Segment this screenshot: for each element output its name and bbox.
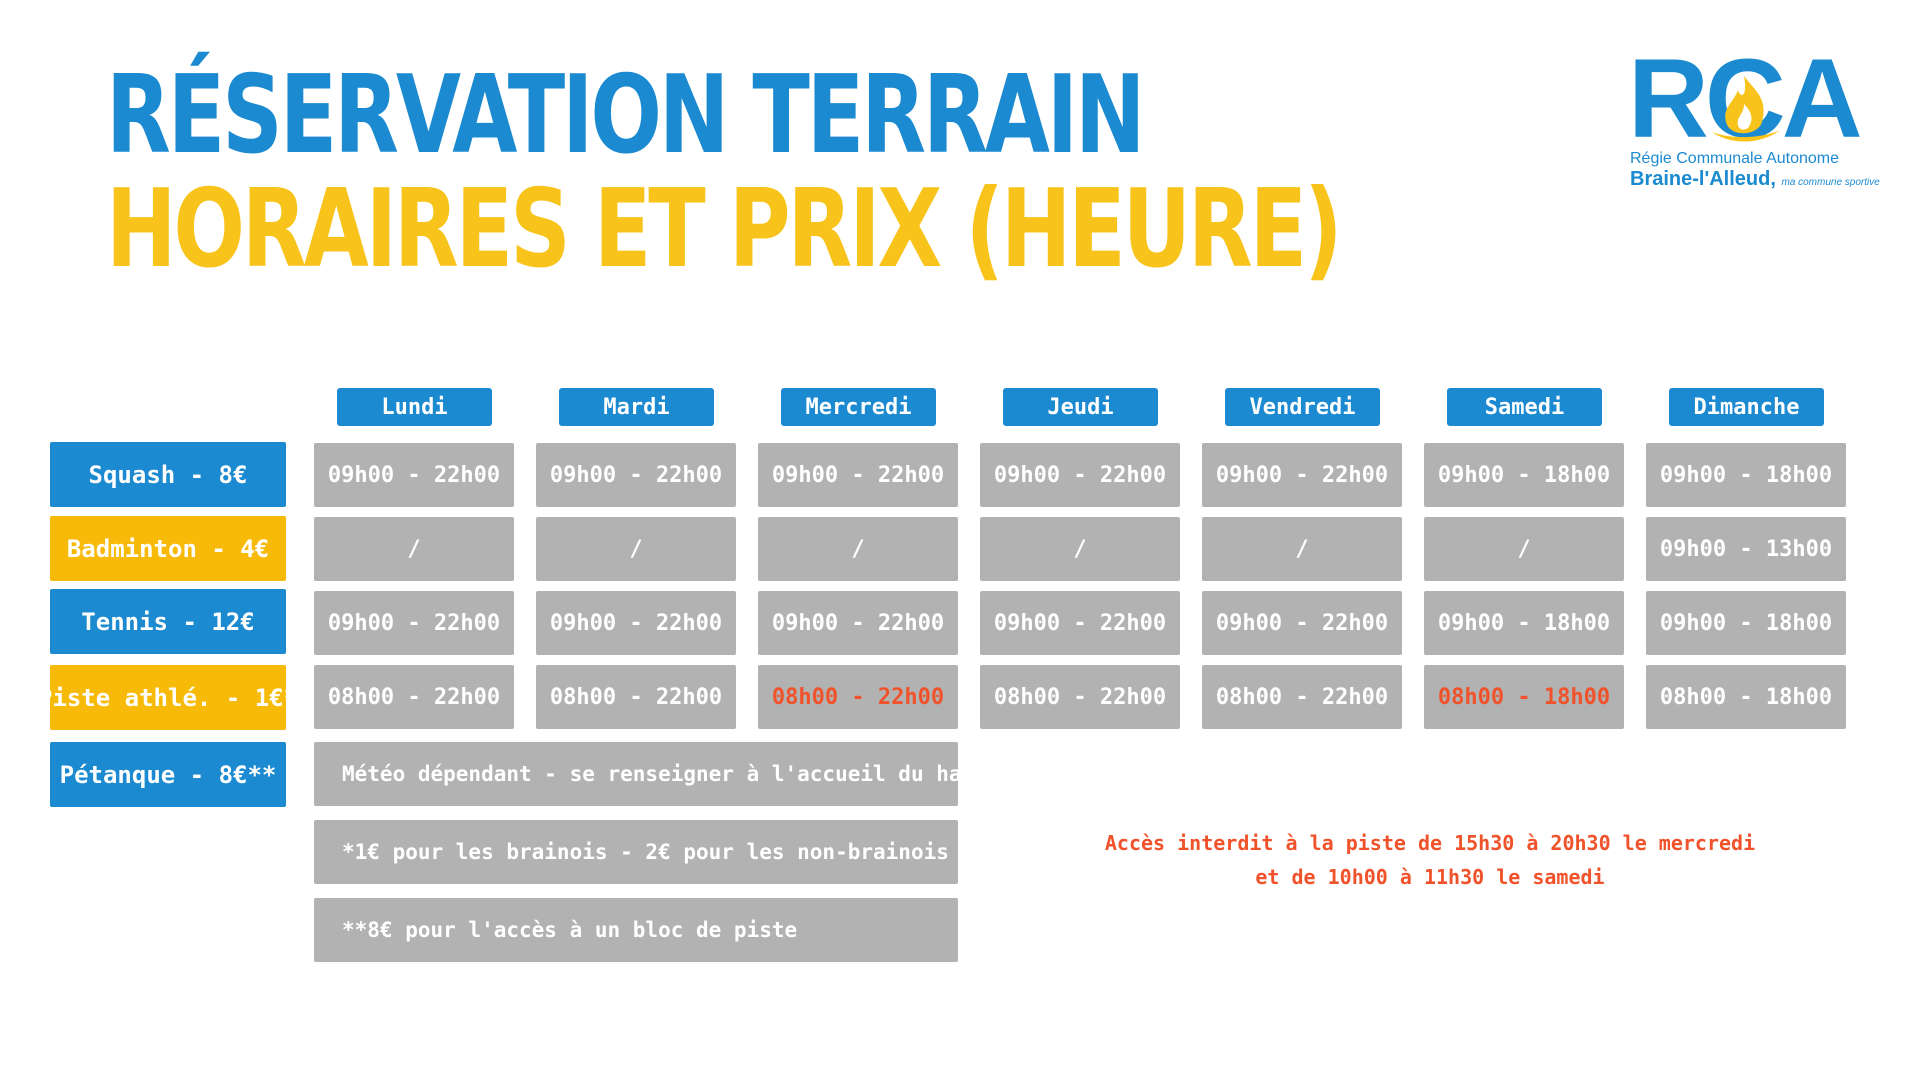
- access-warning: Accès interdit à la piste de 15h30 à 20h…: [1080, 826, 1780, 894]
- schedule-cell: 09h00 - 18h00: [1424, 443, 1624, 507]
- schedule-cell: 09h00 - 18h00: [1646, 591, 1846, 655]
- schedule-cell: /: [980, 517, 1180, 581]
- day-header-vendredi: Vendredi: [1225, 388, 1380, 426]
- piste-price-note: *1€ pour les brainois - 2€ pour les non-…: [314, 820, 958, 884]
- schedule-cell: /: [1202, 517, 1402, 581]
- sport-label-squash: Squash - 8€: [50, 442, 286, 507]
- warning-line-2: et de 10h00 à 11h30 le samedi: [1255, 865, 1605, 889]
- day-header-dimanche: Dimanche: [1669, 388, 1824, 426]
- schedule-cell: /: [536, 517, 736, 581]
- schedule-cell-highlighted: 08h00 - 22h00: [758, 665, 958, 729]
- schedule-cell: /: [314, 517, 514, 581]
- schedule-cell: 08h00 - 18h00: [1646, 665, 1846, 729]
- day-header-mardi: Mardi: [559, 388, 714, 426]
- logo-subtitle: Régie Communale Autonome: [1630, 150, 1840, 167]
- logo-tagline: ma commune sportive: [1781, 177, 1880, 188]
- sport-label-tennis: Tennis - 12€: [50, 589, 286, 654]
- rca-logo: RCA Régie Communale Autonome Braine-l'Al…: [1628, 43, 1898, 200]
- sport-label-piste-athle: Piste athlé. - 1€*: [38, 665, 298, 730]
- flame-icon: [1712, 76, 1780, 142]
- day-header-mercredi: Mercredi: [781, 388, 936, 426]
- schedule-cell: 08h00 - 22h00: [536, 665, 736, 729]
- day-header-jeudi: Jeudi: [1003, 388, 1158, 426]
- schedule-cell: 09h00 - 13h00: [1646, 517, 1846, 581]
- schedule-cell-highlighted: 08h00 - 18h00: [1424, 665, 1624, 729]
- sport-label-badminton: Badminton - 4€: [50, 516, 286, 581]
- schedule-cell: /: [1424, 517, 1624, 581]
- schedule-cell: 09h00 - 22h00: [980, 591, 1180, 655]
- logo-city: Braine-l'Alleud, ma commune sportive: [1630, 168, 1880, 190]
- page-title: RÉSERVATION TERRAIN: [106, 53, 1145, 178]
- sport-label-petanque: Pétanque - 8€**: [50, 742, 286, 807]
- schedule-cell: 09h00 - 22h00: [314, 591, 514, 655]
- day-header-samedi: Samedi: [1447, 388, 1602, 426]
- schedule-cell: 08h00 - 22h00: [980, 665, 1180, 729]
- schedule-cell: 09h00 - 22h00: [758, 443, 958, 507]
- day-header-lundi: Lundi: [337, 388, 492, 426]
- schedule-cell: 09h00 - 22h00: [980, 443, 1180, 507]
- schedule-cell: 09h00 - 18h00: [1424, 591, 1624, 655]
- schedule-cell: 09h00 - 22h00: [314, 443, 514, 507]
- schedule-cell: /: [758, 517, 958, 581]
- schedule-cell: 08h00 - 22h00: [314, 665, 514, 729]
- petanque-price-note: **8€ pour l'accès à un bloc de piste: [314, 898, 958, 962]
- schedule-cell: 09h00 - 22h00: [536, 591, 736, 655]
- schedule-cell: 09h00 - 22h00: [1202, 443, 1402, 507]
- page-subtitle: HORAIRES ET PRIX (HEURE): [106, 167, 1343, 292]
- petanque-note: Météo dépendant - se renseigner à l'accu…: [314, 742, 987, 806]
- schedule-cell: 09h00 - 22h00: [758, 591, 958, 655]
- schedule-cell: 09h00 - 22h00: [1202, 591, 1402, 655]
- schedule-cell: 08h00 - 22h00: [1202, 665, 1402, 729]
- schedule-cell: 09h00 - 22h00: [536, 443, 736, 507]
- schedule-cell: 09h00 - 18h00: [1646, 443, 1846, 507]
- warning-line-1: Accès interdit à la piste de 15h30 à 20h…: [1104, 831, 1756, 855]
